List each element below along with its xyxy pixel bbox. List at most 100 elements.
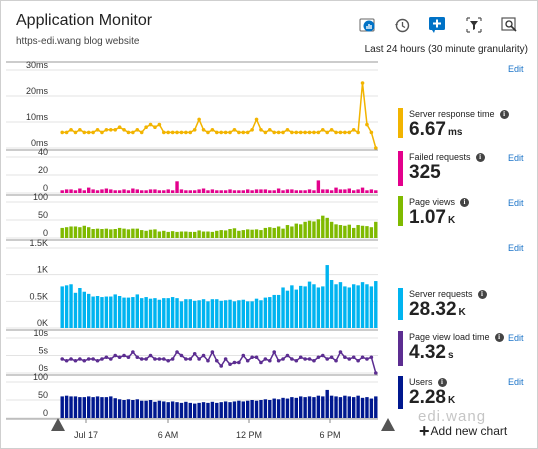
bar bbox=[78, 288, 82, 328]
metric-name-text: Server response time bbox=[409, 109, 495, 119]
bar bbox=[316, 180, 321, 193]
history-icon[interactable] bbox=[393, 16, 411, 34]
y-tick-label: 50 bbox=[38, 210, 48, 220]
bar bbox=[352, 284, 356, 328]
data-point bbox=[316, 355, 321, 360]
bar bbox=[352, 397, 356, 418]
bar bbox=[241, 401, 245, 418]
bar bbox=[60, 227, 64, 238]
data-point bbox=[78, 128, 82, 132]
metric-value-number: 4.32 bbox=[409, 342, 446, 363]
y-tick-label: 10ms bbox=[26, 112, 49, 122]
bar bbox=[276, 226, 281, 238]
info-icon[interactable]: i bbox=[460, 198, 470, 207]
data-point bbox=[86, 357, 91, 361]
edit-chart-link[interactable]: Edit bbox=[508, 333, 524, 343]
bar bbox=[294, 397, 298, 418]
bar bbox=[356, 395, 360, 418]
add-pin-icon[interactable] bbox=[428, 16, 446, 34]
data-point bbox=[108, 357, 113, 361]
edit-chart-link[interactable]: Edit bbox=[508, 377, 524, 387]
range-start-handle bbox=[51, 418, 65, 431]
edit-chart-link[interactable]: Edit bbox=[508, 153, 524, 163]
data-point bbox=[210, 350, 215, 354]
bar bbox=[157, 299, 162, 328]
bar bbox=[299, 285, 303, 328]
bar bbox=[95, 228, 100, 238]
bar bbox=[188, 231, 192, 238]
data-point bbox=[232, 128, 237, 132]
bar bbox=[343, 189, 347, 193]
bar bbox=[179, 231, 184, 238]
bar bbox=[365, 190, 369, 193]
data-point bbox=[312, 130, 316, 135]
bar bbox=[254, 400, 259, 418]
metric-name-text: Failed requests bbox=[409, 152, 471, 162]
bar bbox=[201, 299, 206, 328]
data-point bbox=[148, 353, 153, 358]
bar bbox=[135, 189, 139, 193]
metric-value-number: 2.28 bbox=[409, 387, 446, 408]
info-icon[interactable]: i bbox=[477, 290, 487, 299]
chart-zoom-icon[interactable] bbox=[500, 16, 518, 34]
data-point bbox=[135, 128, 140, 132]
info-icon[interactable]: i bbox=[475, 153, 485, 162]
bar bbox=[117, 190, 122, 193]
bar bbox=[126, 297, 131, 328]
bar bbox=[281, 228, 285, 238]
bar bbox=[352, 227, 356, 238]
edit-chart-link[interactable]: Edit bbox=[508, 243, 524, 253]
bar bbox=[117, 296, 122, 328]
data-point bbox=[351, 128, 356, 132]
bar bbox=[329, 395, 334, 418]
bar bbox=[157, 231, 162, 238]
y-tick-label: 50 bbox=[38, 390, 48, 400]
bar bbox=[334, 284, 338, 328]
bar bbox=[232, 301, 237, 328]
data-point bbox=[131, 130, 135, 135]
add-new-chart-button[interactable]: +Add new chart bbox=[419, 421, 507, 442]
bar bbox=[237, 300, 241, 328]
metric-value-number: 1.07 bbox=[409, 207, 446, 228]
bar bbox=[290, 285, 294, 328]
info-icon[interactable]: i bbox=[437, 378, 447, 387]
data-point bbox=[320, 128, 325, 132]
bar bbox=[184, 401, 188, 418]
bar bbox=[95, 190, 100, 193]
data-point bbox=[64, 358, 69, 363]
edit-chart-link[interactable]: Edit bbox=[508, 64, 524, 74]
bar bbox=[91, 229, 95, 238]
data-point bbox=[104, 355, 109, 360]
filter-icon[interactable] bbox=[465, 16, 483, 34]
bar bbox=[303, 190, 307, 193]
bar bbox=[374, 221, 378, 238]
bar bbox=[299, 190, 303, 193]
y-tick-label: 1K bbox=[37, 265, 48, 275]
bar bbox=[215, 299, 219, 328]
bar bbox=[285, 398, 290, 418]
chart-page-views: 100 50 0 bbox=[6, 192, 378, 239]
data-point bbox=[228, 362, 232, 367]
bar bbox=[210, 231, 215, 238]
card-subtitle: https-edi.wang blog website bbox=[16, 36, 140, 47]
bar bbox=[321, 286, 325, 328]
data-point bbox=[223, 130, 228, 135]
bar bbox=[268, 400, 272, 418]
data-point bbox=[369, 130, 374, 135]
bar bbox=[268, 227, 272, 238]
bar bbox=[113, 398, 117, 418]
info-icon[interactable]: i bbox=[494, 333, 504, 342]
metric-name-text: Page views bbox=[409, 197, 456, 207]
bar bbox=[307, 281, 312, 328]
data-point bbox=[343, 130, 347, 135]
bar bbox=[343, 395, 347, 418]
bar bbox=[343, 286, 347, 328]
edit-chart-link[interactable]: Edit bbox=[508, 198, 524, 208]
bar bbox=[360, 397, 365, 418]
bar bbox=[122, 400, 126, 418]
bar bbox=[299, 224, 303, 238]
bar bbox=[347, 396, 351, 418]
chart-settings-icon[interactable] bbox=[358, 16, 376, 34]
info-icon[interactable]: i bbox=[499, 110, 509, 119]
bar bbox=[321, 215, 325, 238]
